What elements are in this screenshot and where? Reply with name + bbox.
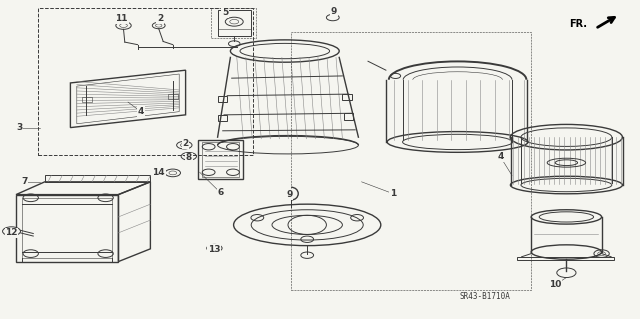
Text: 12: 12 xyxy=(5,228,18,237)
Text: 10: 10 xyxy=(549,280,562,289)
Text: 1: 1 xyxy=(390,189,396,198)
Text: 5: 5 xyxy=(222,8,228,17)
Text: SR43-B1710A: SR43-B1710A xyxy=(460,292,510,300)
Text: 9: 9 xyxy=(286,190,292,199)
Text: FR.: FR. xyxy=(570,19,588,29)
Text: 4: 4 xyxy=(138,107,144,116)
Text: 8: 8 xyxy=(186,153,192,162)
Text: 13: 13 xyxy=(208,245,221,254)
Text: 9: 9 xyxy=(331,7,337,16)
Text: 6: 6 xyxy=(218,189,224,197)
Text: 7: 7 xyxy=(21,177,28,186)
Text: 2: 2 xyxy=(182,139,189,148)
Text: 11: 11 xyxy=(115,14,128,23)
Text: 2: 2 xyxy=(157,14,163,23)
Text: 3: 3 xyxy=(16,123,22,132)
Text: 4: 4 xyxy=(497,152,504,161)
Text: 14: 14 xyxy=(152,168,165,177)
